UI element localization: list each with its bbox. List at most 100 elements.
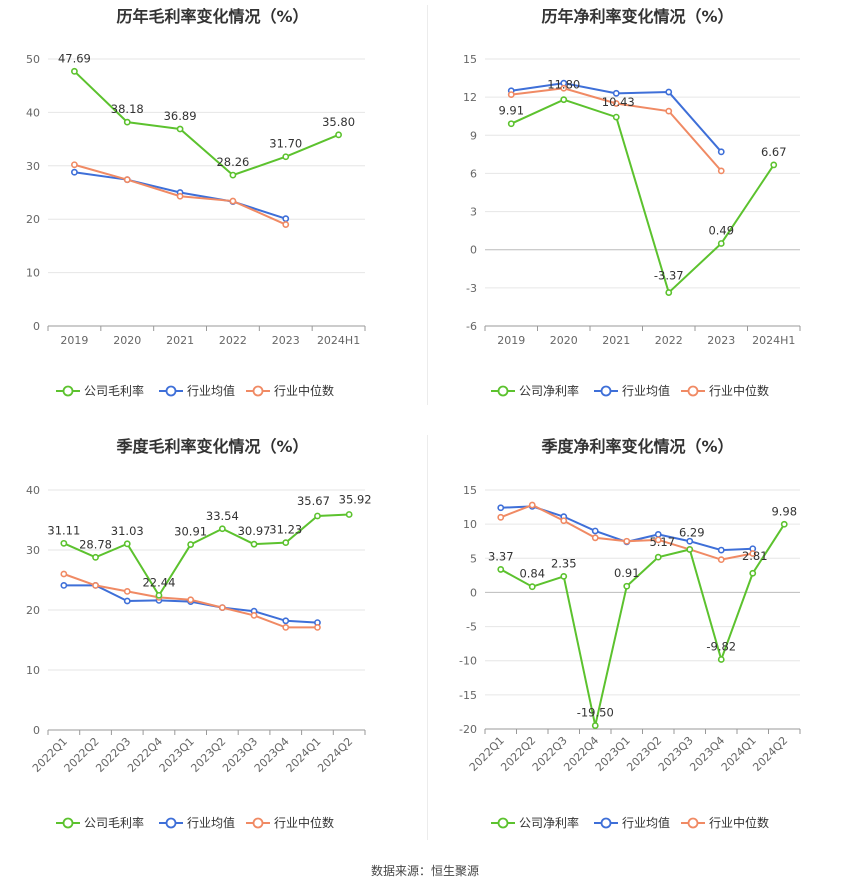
chart-legend: 公司净利率 行业均值 行业中位数 [491, 383, 769, 398]
data-label: -3.37 [654, 269, 684, 283]
legend-label: 公司净利率 [519, 383, 579, 398]
data-point [749, 550, 757, 557]
x-tick-label: 2024Q2 [315, 735, 355, 775]
series-line [500, 503, 753, 561]
series-industry-median [71, 161, 290, 228]
data-label: 38.18 [111, 102, 144, 116]
x-tick-label: 2024H1 [317, 334, 360, 347]
y-gridlines [485, 489, 800, 730]
data-point [612, 89, 620, 97]
data-point [314, 623, 321, 631]
data-point [749, 569, 757, 577]
legend-item[interactable]: 行业中位数 [246, 815, 334, 830]
legend-item[interactable]: 行业均值 [594, 383, 670, 398]
data-point [218, 604, 226, 611]
data-point [497, 566, 505, 573]
data-point [187, 596, 195, 604]
series-company [60, 511, 353, 599]
quarter-gross-chart: 0102030402022Q12022Q22022Q32022Q42023Q12… [26, 484, 372, 830]
data-point [686, 537, 694, 545]
data-point [282, 539, 290, 547]
x-tick-label: 2019 [60, 334, 88, 347]
x-tick-label: 2024H1 [752, 334, 795, 347]
legend-label: 行业中位数 [709, 815, 769, 830]
data-point [123, 176, 131, 184]
y-tick-label: -5 [466, 621, 477, 634]
data-label: 30.91 [174, 525, 207, 539]
legend-swatch-marker [252, 385, 264, 397]
y-tick-label: 10 [463, 518, 477, 531]
y-tick-label: 0 [470, 586, 477, 599]
series-company [497, 520, 788, 729]
data-point [176, 192, 184, 200]
data-label: 35.92 [339, 492, 372, 506]
data-point [665, 289, 673, 296]
data-point [591, 534, 599, 542]
quarter-gross-chart-panel: 季度毛利率变化情况（%） 0 10 20 30 40 2022Q1 2022Q2 2022Q3… [0, 430, 425, 850]
legend-item[interactable]: 公司净利率 [491, 383, 579, 398]
quarter-net-chart: -20-15-10-50510152022Q12022Q22022Q32022Q… [459, 484, 801, 830]
quarter-gross-chart-title: 季度毛利率变化情况（%） [116, 437, 309, 456]
legend-item[interactable]: 行业均值 [159, 383, 235, 398]
data-point [282, 221, 290, 228]
data-label: 47.69 [58, 51, 91, 65]
data-label: 33.54 [206, 509, 239, 523]
legend-item[interactable]: 行业均值 [159, 815, 235, 830]
legend-item[interactable]: 行业均值 [594, 815, 670, 830]
data-point [686, 546, 694, 553]
data-label: 31.70 [269, 137, 302, 151]
y-tick-label: 9 [470, 129, 477, 142]
series-line [63, 513, 350, 598]
data-point [282, 617, 290, 625]
y-tick-label: 15 [463, 53, 477, 66]
data-point [591, 722, 599, 729]
data-label: 5.17 [649, 535, 675, 549]
data-point [560, 96, 568, 104]
y-tick-label: 0 [33, 724, 40, 737]
x-tick-label: 2023 [272, 334, 300, 347]
legend-item[interactable]: 行业中位数 [246, 383, 334, 398]
legend-label: 行业中位数 [709, 383, 769, 398]
data-point [717, 167, 725, 175]
legend-item[interactable]: 公司毛利率 [56, 383, 144, 398]
legend-label: 行业均值 [622, 383, 670, 398]
data-point [528, 501, 536, 509]
data-point [560, 84, 568, 92]
data-point [314, 512, 321, 520]
legend-item[interactable]: 行业中位数 [681, 383, 769, 398]
y-tick-label: -3 [466, 282, 477, 295]
y-tick-label: 30 [26, 544, 40, 557]
data-point [60, 539, 68, 547]
y-tick-label: 5 [470, 552, 477, 565]
data-point [250, 611, 258, 619]
legend-item[interactable]: 公司毛利率 [56, 815, 144, 830]
y-tick-label: 40 [26, 106, 40, 119]
data-label: 3.37 [488, 549, 514, 563]
data-point [60, 570, 68, 578]
data-point [229, 197, 237, 205]
data-point [335, 131, 342, 139]
y-tick-label: 0 [470, 244, 477, 257]
data-point [591, 527, 599, 535]
y-tick-label: 15 [463, 484, 477, 497]
legend-item[interactable]: 行业中位数 [681, 815, 769, 830]
y-tick-label: -6 [466, 320, 477, 333]
data-point [187, 541, 195, 548]
data-point [717, 656, 725, 663]
data-point [612, 100, 620, 107]
legend-swatch-marker [62, 385, 74, 397]
data-point [717, 148, 725, 156]
series-industry-median [507, 84, 725, 175]
legend-label: 行业均值 [187, 383, 235, 398]
series-industry-median [497, 501, 757, 564]
x-tick-label: 2023 [707, 334, 735, 347]
annual-net-chart-panel: 历年净利率变化情况（%） -6 -3 0 3 6 9 12 15 2019 2020 2021 202… [425, 0, 850, 410]
data-label: 28.78 [79, 537, 112, 551]
data-label: 31.11 [47, 523, 80, 537]
legend-item[interactable]: 公司净利率 [491, 815, 579, 830]
x-tick-label: 2022 [219, 334, 247, 347]
y-tick-label: 30 [26, 160, 40, 173]
annual-gross-chart-panel: 历年毛利率变化情况（%） 0 10 20 30 40 50 2019 2020 2021 2022… [0, 0, 425, 410]
legend-swatch-marker [165, 817, 177, 829]
legend-label: 公司净利率 [519, 815, 579, 830]
